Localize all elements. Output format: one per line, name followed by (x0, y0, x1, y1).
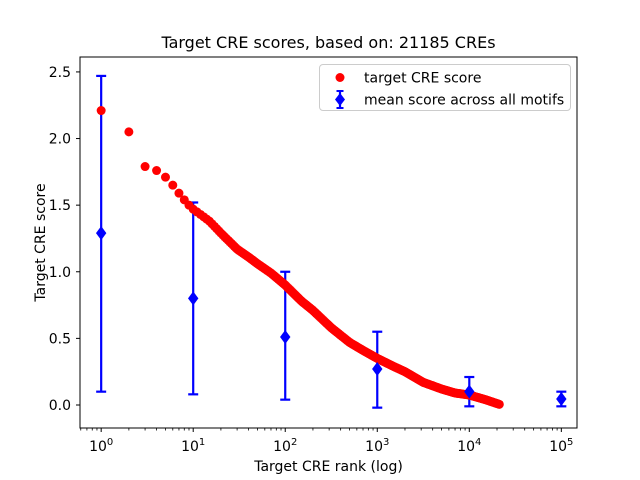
data-points (95, 74, 567, 409)
mean-score-point (464, 384, 475, 399)
mean-score-point (556, 391, 567, 406)
mean-score-point (372, 362, 383, 377)
y-tick-label: 1.5 (49, 198, 71, 214)
x-tick-label: 103 (365, 437, 389, 455)
legend-label-target-score: target CRE score (364, 71, 481, 87)
x-axis-label: Target CRE rank (log) (253, 459, 403, 475)
legend: target CRE score mean score across all m… (319, 64, 571, 111)
y-tick-label: 1.0 (49, 265, 71, 281)
plot-border (79, 56, 578, 429)
y-axis-label: Target CRE score (33, 183, 49, 302)
legend-mean-score-marker-icon (335, 90, 345, 109)
target-score-point (168, 180, 178, 190)
legend-box (319, 64, 571, 111)
target-score-point (494, 399, 504, 409)
legend-label-mean-score: mean score across all motifs (364, 93, 564, 109)
x-tick-label: 100 (89, 437, 113, 455)
y-tick-label: 2.0 (49, 132, 71, 148)
target-score-point (96, 106, 106, 116)
x-tick-label: 102 (273, 437, 297, 455)
legend-target-score-marker-icon (335, 73, 345, 82)
y-tick-label: 2.5 (49, 65, 71, 81)
y-tick-label: 0.5 (49, 331, 71, 347)
x-tick-label: 105 (549, 437, 573, 455)
target-score-point (174, 188, 184, 198)
x-tick-label: 104 (457, 437, 481, 455)
y-tick-label: 0.0 (49, 398, 71, 414)
target-score-point (140, 162, 150, 172)
mean-score-point (95, 226, 107, 241)
target-score-point (160, 172, 170, 182)
axis-ticks: 100 101 102 103 104 105 0.0 0.5 1.0 1.5 2.0 2.5 (49, 65, 574, 455)
target-score-point (124, 127, 134, 137)
mean-score-point (280, 330, 291, 345)
target-score-point (152, 166, 162, 176)
mean-score-point (188, 291, 199, 306)
chart-title: Target CRE scores, based on: 21185 CREs (160, 33, 495, 52)
x-tick-label: 101 (181, 437, 205, 455)
